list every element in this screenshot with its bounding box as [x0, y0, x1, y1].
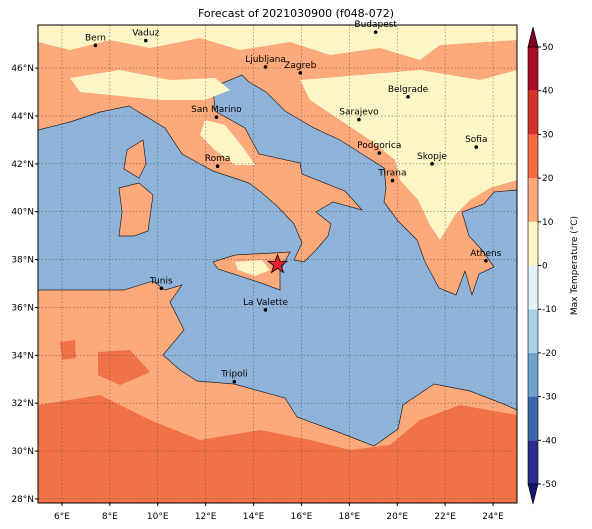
- city-dot: [143, 38, 148, 43]
- y-tick-label: 36°N: [11, 303, 34, 313]
- x-tick-label: 16°E: [291, 512, 313, 522]
- city-label: Tripoli: [220, 370, 248, 380]
- colorbar-over: [527, 26, 539, 48]
- city-dot: [263, 65, 268, 69]
- colorbar: -50 -40 -30 -20 -10 0 10 20 30 40 50 Max Temperatur…: [527, 26, 580, 505]
- map-frame: [37, 24, 518, 504]
- city-label: Vaduz: [132, 29, 159, 39]
- hot-patch: [98, 350, 150, 385]
- city-label: Sofia: [465, 135, 487, 145]
- city-dot: [298, 71, 303, 75]
- land-cool-north: [38, 25, 517, 60]
- city-label: Sarajevo: [339, 108, 379, 118]
- city-label: San Marino: [191, 105, 242, 115]
- x-tick-label: 14°E: [243, 512, 265, 522]
- land-africa-hot: [38, 395, 517, 503]
- colorbar-band: [528, 134, 538, 179]
- y-tick-label: 32°N: [11, 399, 34, 409]
- city-label: Bern: [85, 33, 106, 43]
- city-dot: [263, 308, 268, 312]
- city-label: Ljubljana: [245, 55, 286, 65]
- city-dot: [373, 30, 378, 34]
- colorbar-under: [527, 483, 539, 505]
- colorbar-band: [528, 309, 538, 353]
- x-tick-label: 8°E: [102, 512, 118, 522]
- y-tick-label: 30°N: [11, 447, 34, 457]
- city-dot: [406, 95, 410, 99]
- city-dot: [484, 258, 488, 263]
- colorbar-tick-label: -40: [542, 436, 557, 446]
- city-label: Belgrade: [388, 85, 429, 95]
- colorbar-label: Max Temperature (°C): [570, 216, 580, 315]
- colorbar-tick-label: 20: [542, 174, 554, 184]
- x-tick-label: 20°E: [386, 512, 408, 522]
- colorbar-tick-label: 10: [542, 218, 554, 228]
- land-cool-apennines: [200, 120, 255, 165]
- title: Forecast of 2021030900 (f048-072): [198, 7, 394, 20]
- hot-patch: [60, 340, 76, 360]
- city-dot: [232, 379, 237, 384]
- y-tick-label: 38°N: [11, 256, 34, 266]
- city-label: Athens: [470, 249, 501, 259]
- y-tick-label: 42°N: [11, 160, 34, 170]
- x-tick-label: 6°E: [54, 512, 70, 522]
- location-star: [266, 253, 289, 274]
- x-tick-label: 18°E: [339, 512, 361, 522]
- colorbar-band: [528, 90, 538, 135]
- y-tick-label: 46°N: [11, 64, 34, 74]
- colorbar-band: [528, 352, 538, 397]
- city-label: Podgorica: [357, 141, 401, 151]
- sardinia: [118, 182, 154, 237]
- y-tick-label: 44°N: [11, 112, 34, 122]
- colorbar-tick-label: -20: [542, 349, 557, 359]
- city-dot: [214, 115, 219, 119]
- colorbar-band: [528, 221, 538, 266]
- y-tick-label: 34°N: [11, 351, 34, 361]
- x-tick-label: 10°E: [147, 512, 169, 522]
- city-dot: [430, 162, 434, 166]
- city-label: Zagreb: [284, 61, 316, 71]
- corsica: [123, 139, 147, 179]
- x-tick-label: 12°E: [195, 512, 217, 522]
- city-label: Roma: [205, 154, 231, 164]
- graticule: [38, 25, 517, 503]
- colorbar-tick-label: 0: [542, 262, 548, 272]
- sicily-interior: [235, 260, 270, 276]
- city-label: La Valette: [243, 298, 288, 308]
- y-tick-label: 28°N: [11, 495, 34, 505]
- land-cool-balkans: [300, 70, 517, 240]
- colorbar-band: [528, 265, 538, 310]
- x-tick-label: 24°E: [482, 512, 504, 522]
- city-label: Tunis: [149, 276, 173, 286]
- city-label: Tirana: [377, 169, 406, 179]
- city-dot: [159, 286, 164, 291]
- y-tick-label: 40°N: [11, 208, 34, 218]
- colorbar-band: [528, 440, 538, 484]
- colorbar-tick-label: 50: [542, 43, 554, 53]
- colorbar-tick-label: 40: [542, 87, 554, 97]
- city-dot: [377, 151, 382, 155]
- colorbar-tick-label: -30: [542, 393, 557, 403]
- city-label: Skopje: [417, 152, 447, 162]
- city-dot: [474, 145, 479, 149]
- colorbar-tick-label: -50: [542, 480, 557, 490]
- city-dot: [390, 178, 395, 183]
- colorbar-band: [528, 178, 538, 222]
- city-dot: [357, 117, 361, 122]
- colorbar-tick-label: 30: [542, 130, 554, 140]
- city-dot: [93, 43, 98, 48]
- colorbar-band: [528, 396, 538, 441]
- city-dot: [215, 164, 220, 169]
- colorbar-band: [528, 47, 538, 91]
- x-tick-label: 22°E: [434, 512, 456, 522]
- colorbar-tick-label: -10: [542, 305, 557, 315]
